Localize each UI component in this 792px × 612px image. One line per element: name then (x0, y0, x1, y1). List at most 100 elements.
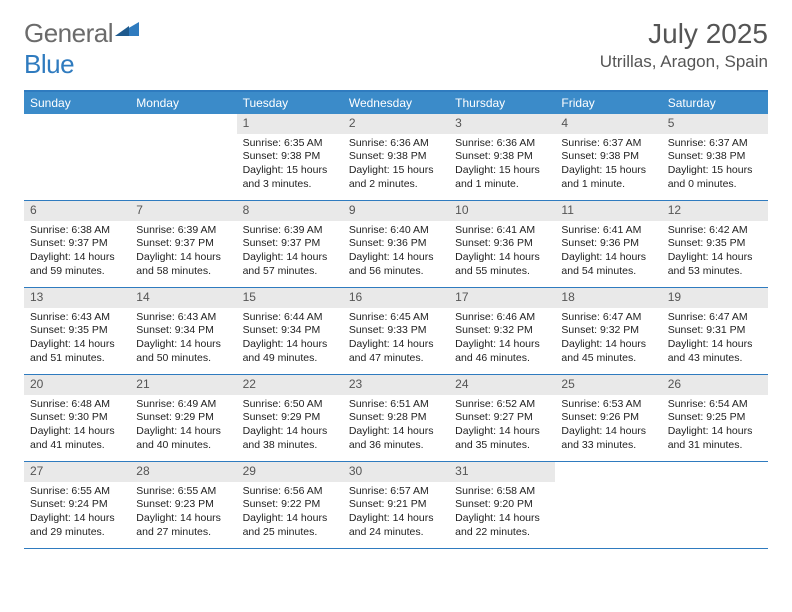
day-number: 23 (343, 375, 449, 395)
day-of-week-label: Sunday (24, 92, 130, 114)
calendar-cell: 17Sunrise: 6:46 AMSunset: 9:32 PMDayligh… (449, 288, 555, 374)
daylight-text: Daylight: 14 hours and 33 minutes. (561, 425, 655, 452)
sunrise-text: Sunrise: 6:55 AM (30, 485, 124, 499)
sunset-text: Sunset: 9:31 PM (668, 324, 762, 338)
title-block: July 2025 Utrillas, Aragon, Spain (600, 18, 768, 72)
calendar-cell: 10Sunrise: 6:41 AMSunset: 9:36 PMDayligh… (449, 201, 555, 287)
calendar-cell: 23Sunrise: 6:51 AMSunset: 9:28 PMDayligh… (343, 375, 449, 461)
daylight-text: Daylight: 14 hours and 27 minutes. (136, 512, 230, 539)
sunset-text: Sunset: 9:34 PM (243, 324, 337, 338)
cell-body: Sunrise: 6:53 AMSunset: 9:26 PMDaylight:… (555, 395, 661, 457)
cell-body: Sunrise: 6:55 AMSunset: 9:23 PMDaylight:… (130, 482, 236, 544)
day-number: 21 (130, 375, 236, 395)
sunset-text: Sunset: 9:26 PM (561, 411, 655, 425)
sunset-text: Sunset: 9:35 PM (668, 237, 762, 251)
cell-body: Sunrise: 6:56 AMSunset: 9:22 PMDaylight:… (237, 482, 343, 544)
sunset-text: Sunset: 9:38 PM (561, 150, 655, 164)
sunrise-text: Sunrise: 6:47 AM (561, 311, 655, 325)
sunrise-text: Sunrise: 6:45 AM (349, 311, 443, 325)
sunset-text: Sunset: 9:29 PM (136, 411, 230, 425)
location-label: Utrillas, Aragon, Spain (600, 52, 768, 72)
daylight-text: Daylight: 15 hours and 2 minutes. (349, 164, 443, 191)
day-number: 22 (237, 375, 343, 395)
sunrise-text: Sunrise: 6:41 AM (455, 224, 549, 238)
sunset-text: Sunset: 9:38 PM (668, 150, 762, 164)
sunrise-text: Sunrise: 6:54 AM (668, 398, 762, 412)
sunset-text: Sunset: 9:23 PM (136, 498, 230, 512)
calendar-cell-empty (555, 462, 661, 548)
sunrise-text: Sunrise: 6:39 AM (243, 224, 337, 238)
daylight-text: Daylight: 14 hours and 35 minutes. (455, 425, 549, 452)
cell-body: Sunrise: 6:47 AMSunset: 9:31 PMDaylight:… (662, 308, 768, 370)
daylight-text: Daylight: 14 hours and 55 minutes. (455, 251, 549, 278)
calendar-cell: 11Sunrise: 6:41 AMSunset: 9:36 PMDayligh… (555, 201, 661, 287)
day-number: 20 (24, 375, 130, 395)
calendar-cell: 8Sunrise: 6:39 AMSunset: 9:37 PMDaylight… (237, 201, 343, 287)
sunset-text: Sunset: 9:37 PM (30, 237, 124, 251)
daylight-text: Daylight: 14 hours and 53 minutes. (668, 251, 762, 278)
sunset-text: Sunset: 9:38 PM (349, 150, 443, 164)
day-number (24, 114, 130, 134)
cell-body: Sunrise: 6:51 AMSunset: 9:28 PMDaylight:… (343, 395, 449, 457)
cell-body: Sunrise: 6:41 AMSunset: 9:36 PMDaylight:… (555, 221, 661, 283)
calendar-cell: 15Sunrise: 6:44 AMSunset: 9:34 PMDayligh… (237, 288, 343, 374)
sunset-text: Sunset: 9:36 PM (455, 237, 549, 251)
sunset-text: Sunset: 9:28 PM (349, 411, 443, 425)
calendar-cell: 4Sunrise: 6:37 AMSunset: 9:38 PMDaylight… (555, 114, 661, 200)
sunset-text: Sunset: 9:38 PM (243, 150, 337, 164)
sunrise-text: Sunrise: 6:55 AM (136, 485, 230, 499)
calendar-week-row: 20Sunrise: 6:48 AMSunset: 9:30 PMDayligh… (24, 375, 768, 462)
calendar-cell-empty (24, 114, 130, 200)
calendar-cell: 21Sunrise: 6:49 AMSunset: 9:29 PMDayligh… (130, 375, 236, 461)
daylight-text: Daylight: 14 hours and 46 minutes. (455, 338, 549, 365)
day-number: 4 (555, 114, 661, 134)
calendar-cell: 24Sunrise: 6:52 AMSunset: 9:27 PMDayligh… (449, 375, 555, 461)
cell-body: Sunrise: 6:49 AMSunset: 9:29 PMDaylight:… (130, 395, 236, 457)
cell-body: Sunrise: 6:43 AMSunset: 9:34 PMDaylight:… (130, 308, 236, 370)
day-number: 28 (130, 462, 236, 482)
day-number: 26 (662, 375, 768, 395)
cell-body: Sunrise: 6:36 AMSunset: 9:38 PMDaylight:… (343, 134, 449, 196)
day-number: 14 (130, 288, 236, 308)
cell-body: Sunrise: 6:40 AMSunset: 9:36 PMDaylight:… (343, 221, 449, 283)
daylight-text: Daylight: 14 hours and 22 minutes. (455, 512, 549, 539)
calendar-cell: 1Sunrise: 6:35 AMSunset: 9:38 PMDaylight… (237, 114, 343, 200)
sunrise-text: Sunrise: 6:36 AM (455, 137, 549, 151)
cell-body: Sunrise: 6:48 AMSunset: 9:30 PMDaylight:… (24, 395, 130, 457)
sunrise-text: Sunrise: 6:44 AM (243, 311, 337, 325)
day-number: 12 (662, 201, 768, 221)
daylight-text: Daylight: 14 hours and 47 minutes. (349, 338, 443, 365)
sunset-text: Sunset: 9:32 PM (561, 324, 655, 338)
logo-text-blue: Blue (24, 49, 74, 79)
sunrise-text: Sunrise: 6:52 AM (455, 398, 549, 412)
daylight-text: Daylight: 15 hours and 1 minute. (455, 164, 549, 191)
day-number (555, 462, 661, 482)
cell-body: Sunrise: 6:47 AMSunset: 9:32 PMDaylight:… (555, 308, 661, 370)
day-of-week-label: Saturday (662, 92, 768, 114)
sunset-text: Sunset: 9:24 PM (30, 498, 124, 512)
calendar-cell: 16Sunrise: 6:45 AMSunset: 9:33 PMDayligh… (343, 288, 449, 374)
daylight-text: Daylight: 14 hours and 31 minutes. (668, 425, 762, 452)
sunset-text: Sunset: 9:22 PM (243, 498, 337, 512)
brand-logo: General Blue (24, 18, 139, 80)
day-number: 5 (662, 114, 768, 134)
cell-body: Sunrise: 6:52 AMSunset: 9:27 PMDaylight:… (449, 395, 555, 457)
sunrise-text: Sunrise: 6:42 AM (668, 224, 762, 238)
calendar-cell: 6Sunrise: 6:38 AMSunset: 9:37 PMDaylight… (24, 201, 130, 287)
sunrise-text: Sunrise: 6:50 AM (243, 398, 337, 412)
calendar-cell: 3Sunrise: 6:36 AMSunset: 9:38 PMDaylight… (449, 114, 555, 200)
daylight-text: Daylight: 15 hours and 3 minutes. (243, 164, 337, 191)
sunrise-text: Sunrise: 6:46 AM (455, 311, 549, 325)
cell-body: Sunrise: 6:43 AMSunset: 9:35 PMDaylight:… (24, 308, 130, 370)
daylight-text: Daylight: 14 hours and 56 minutes. (349, 251, 443, 278)
day-number: 8 (237, 201, 343, 221)
day-number: 15 (237, 288, 343, 308)
calendar-cell: 5Sunrise: 6:37 AMSunset: 9:38 PMDaylight… (662, 114, 768, 200)
day-number: 3 (449, 114, 555, 134)
day-of-week-header: SundayMondayTuesdayWednesdayThursdayFrid… (24, 92, 768, 114)
daylight-text: Daylight: 14 hours and 43 minutes. (668, 338, 762, 365)
day-number: 2 (343, 114, 449, 134)
cell-body: Sunrise: 6:57 AMSunset: 9:21 PMDaylight:… (343, 482, 449, 544)
day-number (130, 114, 236, 134)
calendar-cell: 28Sunrise: 6:55 AMSunset: 9:23 PMDayligh… (130, 462, 236, 548)
